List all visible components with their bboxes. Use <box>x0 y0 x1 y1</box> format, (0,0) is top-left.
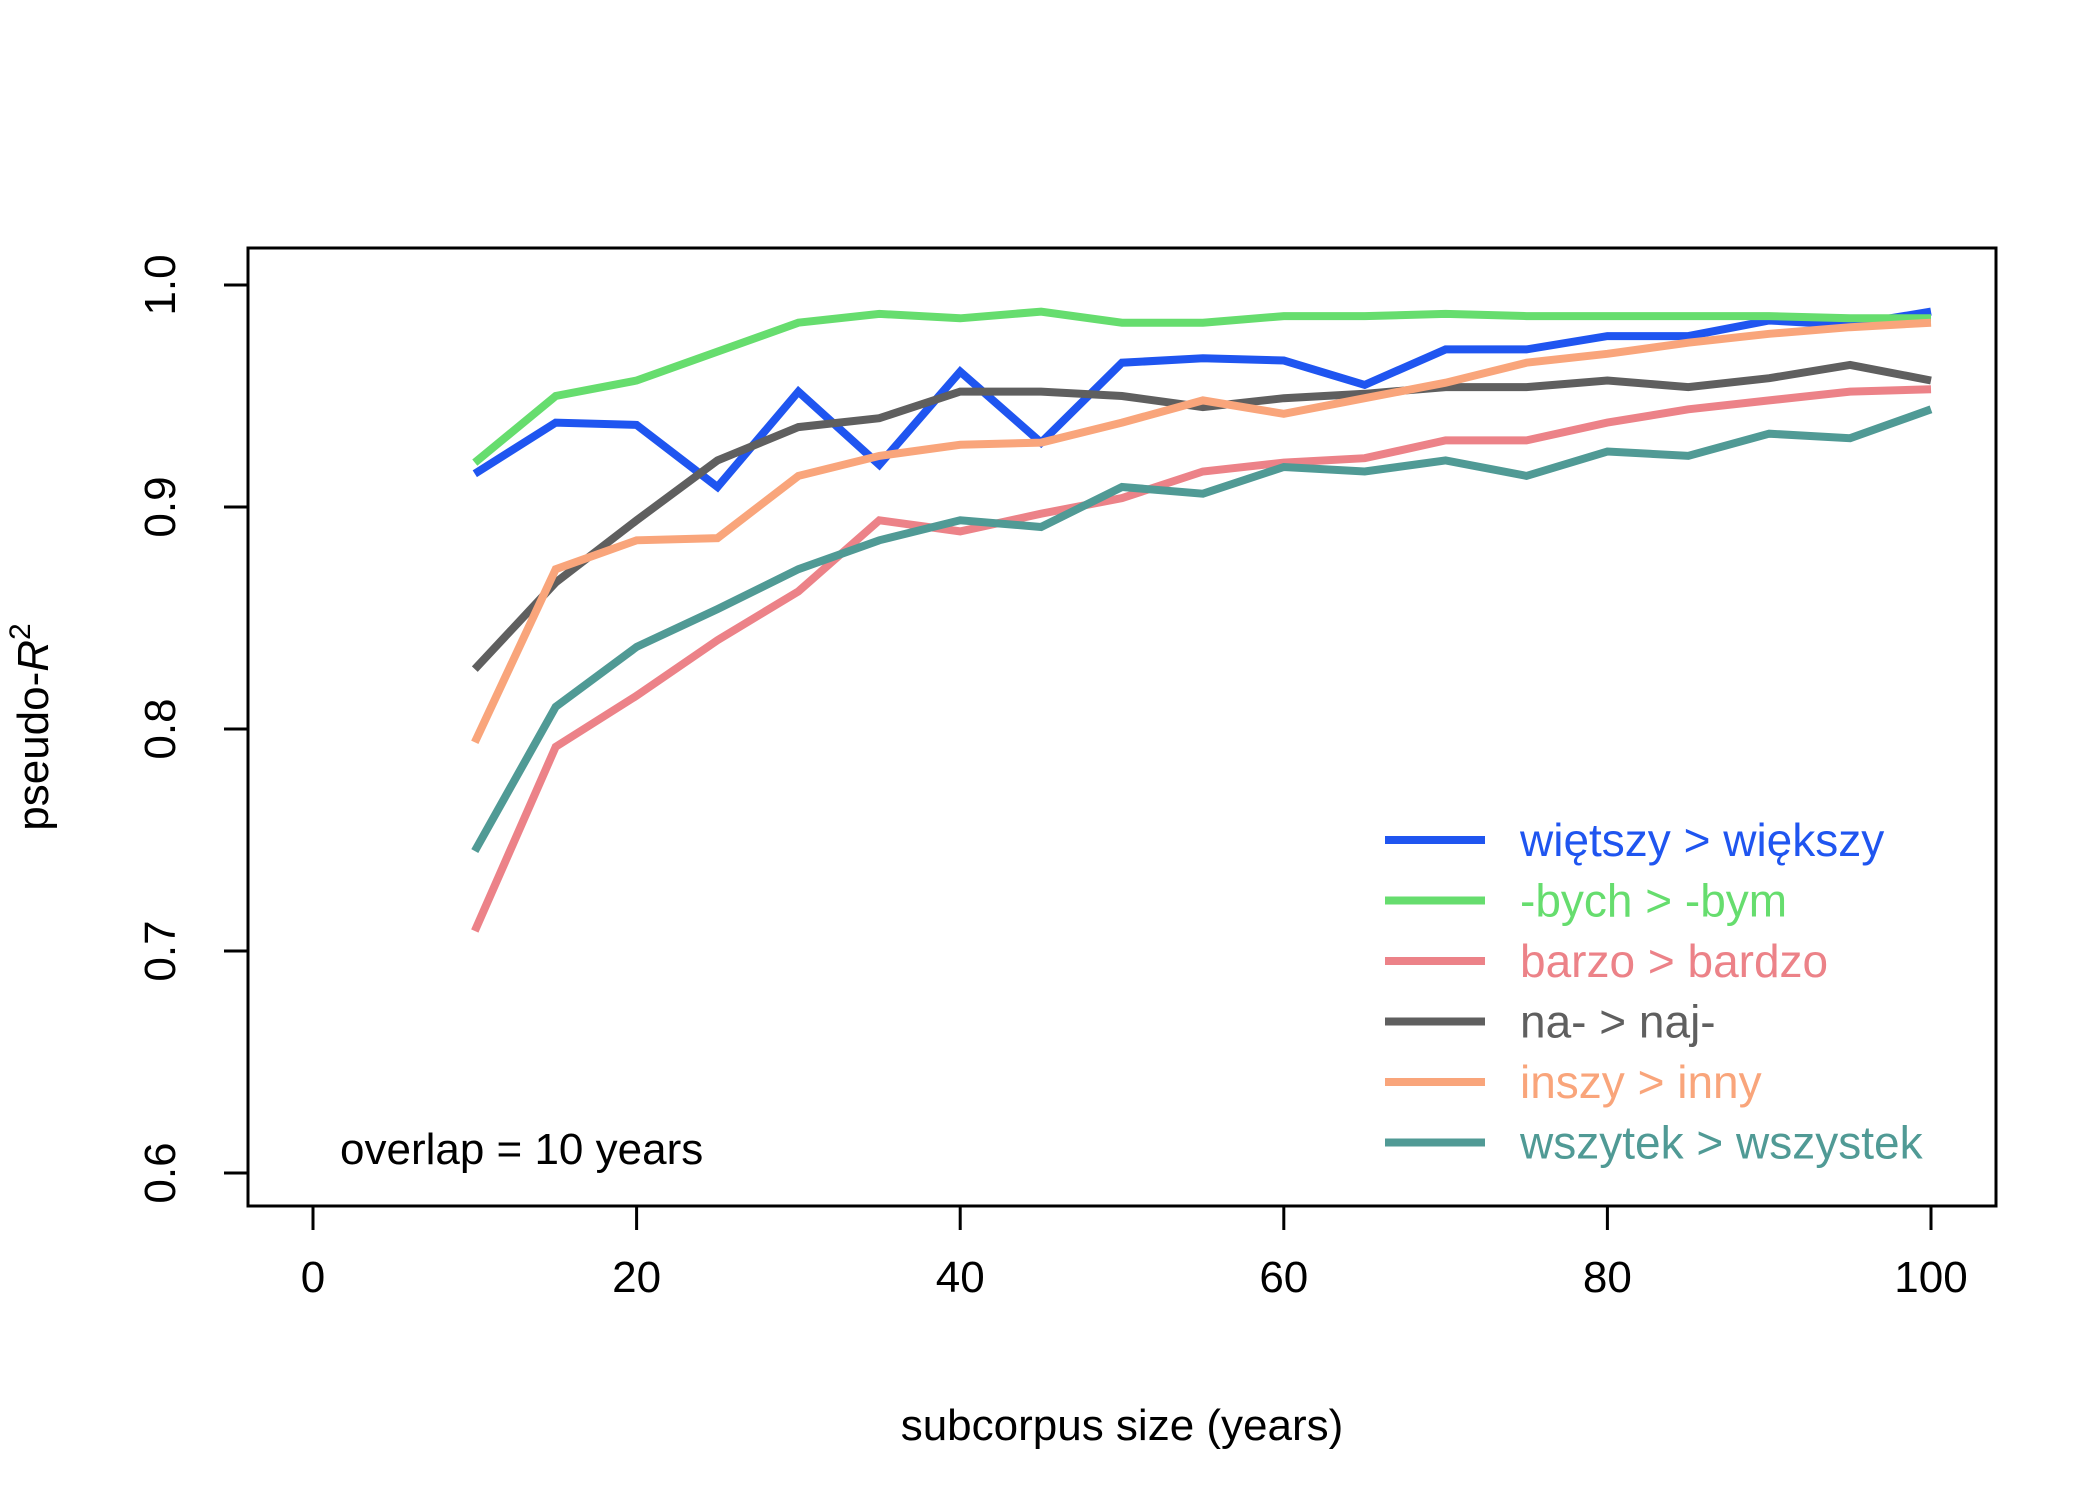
y-tick-label: 0.7 <box>136 920 185 981</box>
legend-label-4: na- > naj- <box>1520 996 1716 1048</box>
series-line-4 <box>471 360 1932 672</box>
x-tick-label: 20 <box>612 1253 661 1302</box>
legend: więtszy > większy -bych > -bym barzo > bar… <box>1385 814 1924 1169</box>
series-line-2 <box>472 307 1931 466</box>
x-tick-label: 60 <box>1259 1253 1308 1302</box>
series-line-3 <box>471 385 1932 933</box>
legend-label-5: inszy > inny <box>1520 1056 1762 1108</box>
legend-label-3: barzo > bardzo <box>1520 935 1828 987</box>
overlap-annotation: overlap = 10 years <box>340 1125 703 1174</box>
series-line-6 <box>471 405 1933 854</box>
x-axis: 0 20 40 60 80 100 <box>301 1204 1968 1302</box>
x-tick-label: 100 <box>1894 1253 1967 1302</box>
y-axis-label-sup: 2 <box>4 623 37 640</box>
legend-label-6: wszytek > wszystek <box>1519 1117 1924 1169</box>
series-line-1 <box>472 307 1932 493</box>
series-line-5 <box>471 318 1932 744</box>
legend-label-2: -bych > -bym <box>1520 875 1787 927</box>
y-axis-label-var: R <box>9 640 58 672</box>
x-tick-label: 40 <box>936 1253 985 1302</box>
y-axis-label-prefix: pseudo- <box>9 672 58 831</box>
series-lines <box>471 307 1933 933</box>
x-tick-label: 0 <box>301 1253 325 1302</box>
y-tick-label: 0.9 <box>136 476 185 537</box>
x-tick-label: 80 <box>1583 1253 1632 1302</box>
y-axis: 0.6 0.7 0.8 0.9 1.0 <box>136 254 250 1204</box>
y-tick-label: 0.6 <box>136 1142 185 1203</box>
x-axis-label: subcorpus size (years) <box>901 1401 1344 1450</box>
y-tick-label: 1.0 <box>136 254 185 315</box>
y-axis-label: pseudo-R2 <box>4 623 58 830</box>
y-tick-label: 0.8 <box>136 698 185 759</box>
legend-label-1: więtszy > większy <box>1519 814 1884 866</box>
